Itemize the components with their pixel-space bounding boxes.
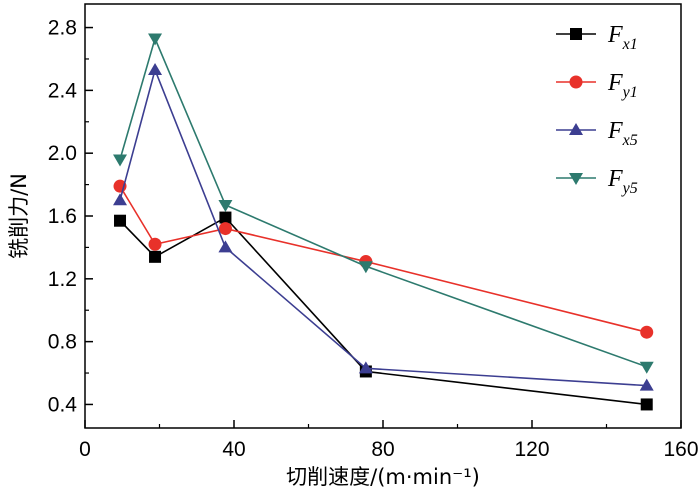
y-tick-label: 1.2 xyxy=(48,268,77,291)
series-Fx5 xyxy=(113,62,654,391)
legend: Fx1 Fy1 Fx5 Fy5 xyxy=(556,22,638,197)
legend-item: Fx5 xyxy=(556,118,638,149)
legend-item: Fx1 xyxy=(556,22,638,53)
legend-marker xyxy=(569,123,583,135)
legend-marker xyxy=(569,173,583,185)
data-point xyxy=(218,200,233,213)
legend-marker xyxy=(570,28,582,40)
legend-item: Fy1 xyxy=(556,70,638,101)
data-point xyxy=(640,398,653,411)
x-tick-label: 40 xyxy=(222,438,245,461)
legend-label: Fy1 xyxy=(607,70,638,101)
series-line xyxy=(119,216,647,406)
data-point xyxy=(640,325,654,339)
data-point xyxy=(114,214,127,227)
data-point xyxy=(358,361,373,374)
y-tick-label: 0.8 xyxy=(48,331,77,354)
data-point xyxy=(148,33,163,46)
x-tick-label: 0 xyxy=(79,438,91,461)
data-point xyxy=(218,222,232,236)
data-point xyxy=(148,237,162,251)
y-tick-label: 2.4 xyxy=(48,79,78,102)
x-tick-label: 120 xyxy=(514,438,549,461)
series-line xyxy=(119,36,647,368)
x-tick-label: 80 xyxy=(371,438,394,461)
x-axis-title: 切削速度/(m·min⁻¹) xyxy=(286,465,480,489)
y-tick-label: 0.4 xyxy=(48,393,78,416)
plot-frame xyxy=(84,3,682,429)
legend-label: Fx1 xyxy=(607,22,638,53)
legend-marker xyxy=(569,75,583,89)
data-point xyxy=(113,154,128,167)
y-axis-title: 铣削力/N xyxy=(7,173,31,259)
series-layer xyxy=(113,33,654,411)
series-line xyxy=(119,185,647,333)
axis-ticks: 0 40 80 120 160 0.4 0.8 1.2 1.6 2.0 2.4 2.8 xyxy=(48,17,699,461)
legend-item: Fy5 xyxy=(556,166,638,197)
series-Fy5 xyxy=(113,33,654,374)
x-tick-label: 160 xyxy=(663,438,698,461)
data-point xyxy=(149,250,162,263)
y-tick-label: 2.0 xyxy=(48,142,77,165)
data-point xyxy=(113,193,128,206)
data-point xyxy=(639,361,654,374)
y-tick-label: 1.6 xyxy=(48,205,77,228)
data-point xyxy=(148,62,163,75)
legend-label: Fx5 xyxy=(607,118,638,149)
legend-label: Fy5 xyxy=(607,166,638,197)
y-tick-label: 2.8 xyxy=(48,17,77,40)
data-point xyxy=(639,378,654,391)
series-Fy1 xyxy=(113,179,654,339)
data-point xyxy=(218,240,233,253)
data-point xyxy=(219,211,232,224)
data-point xyxy=(358,261,373,274)
